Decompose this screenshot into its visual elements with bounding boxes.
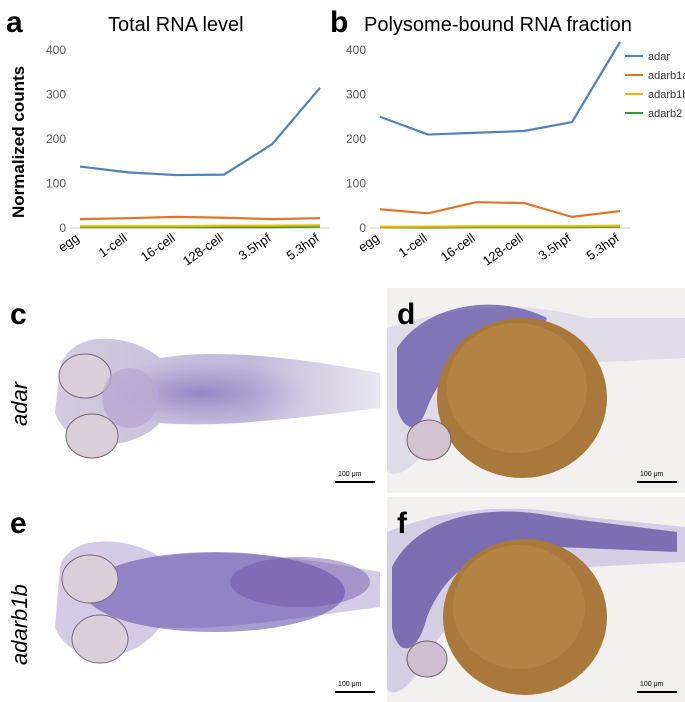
chart-b-ytick-label: 300 xyxy=(346,88,366,102)
panel-label-f: f xyxy=(397,507,407,540)
chart-b-xtick-label: 5.3hpf xyxy=(583,230,622,263)
scalebar-f-text: 100 μm xyxy=(640,681,664,688)
chart-b-legend-label-adar: adar xyxy=(648,51,670,63)
photo-c-adar-dorsal: c 100 μm xyxy=(0,288,383,493)
chart-b-xtick-label: 128-cell xyxy=(480,230,526,268)
embryo-dorsal-view-e xyxy=(55,541,380,664)
chart-a-xtick-label: 16-cell xyxy=(138,230,178,264)
panel-label-c: c xyxy=(10,298,27,331)
scalebar-e-text: 100 μm xyxy=(338,681,362,688)
scalebar-d-text: 100 μm xyxy=(640,471,664,478)
embryo-dorsal-view-c xyxy=(55,338,380,459)
gene-label-adarb1b: adarb1b xyxy=(7,584,32,665)
chart-b-legend-label-adarb1b: adarb1b xyxy=(648,89,685,101)
chart-b-xtick-label: 16-cell xyxy=(438,230,478,264)
gene-label-adar: adar xyxy=(7,381,32,426)
chart-b-ytick-label: 400 xyxy=(346,43,366,57)
chart-a-xtick-label: 1-cell xyxy=(96,230,130,260)
photo-e-adarb1b-dorsal: e 100 μm xyxy=(0,497,383,702)
scalebar-f xyxy=(637,691,677,693)
scalebar-d xyxy=(637,481,677,483)
photo-f-adarb1b-lateral: f 100 μm xyxy=(387,497,685,702)
chart-a-ytick-label: 400 xyxy=(46,43,66,57)
scalebar-c-text: 100 μm xyxy=(338,471,362,478)
chart-b-series-adarb1b xyxy=(380,224,621,228)
panel-label-e: e xyxy=(10,507,27,540)
chart-a-ytick-label: 100 xyxy=(46,177,66,191)
chart-b-legend-label-adarb2: adarb2 xyxy=(648,108,682,120)
chart-a-ytick-label: 200 xyxy=(46,132,66,146)
chart-b-ytick-label: 0 xyxy=(359,221,366,235)
chart-a-title: Total RNA level xyxy=(108,14,244,36)
chart-a-ytick-label: 300 xyxy=(46,88,66,102)
chart-a-xtick-label: 3.5hpf xyxy=(235,230,274,263)
photo-d-adar-lateral: d 100 μm xyxy=(387,288,685,493)
chart-a-series-adar xyxy=(79,87,321,177)
chart-b-ytick-label: 100 xyxy=(346,177,366,191)
chart-b-series-adarb1a xyxy=(379,201,621,218)
chart-a-series-adarb1a xyxy=(79,215,321,221)
scalebar-e xyxy=(335,691,375,693)
y-axis-label: Normalized counts xyxy=(9,65,28,218)
scalebar-c xyxy=(335,481,375,483)
chart-b-series-adar xyxy=(379,41,621,136)
chart-b-xtick-label: 1-cell xyxy=(396,230,430,260)
chart-a-ytick-label: 0 xyxy=(59,221,66,235)
panel-label-a: a xyxy=(6,6,23,39)
chart-b-xtick-label: 3.5hpf xyxy=(535,230,574,263)
chart-b-legend-label-adarb1a: adarb1a xyxy=(648,70,685,82)
panel-label-d: d xyxy=(397,298,416,331)
chart-a-xtick-label: 128-cell xyxy=(180,230,226,268)
chart-a-xtick-label: 5.3hpf xyxy=(283,230,322,263)
chart-b-ytick-label: 200 xyxy=(346,132,366,146)
chart-a-series-adarb1b xyxy=(80,224,321,228)
panel-label-b: b xyxy=(330,6,349,39)
embryo-lateral-view-d xyxy=(387,304,685,478)
chart-b-title: Polysome-bound RNA fraction xyxy=(364,14,632,36)
embryo-lateral-view-f xyxy=(387,508,685,695)
